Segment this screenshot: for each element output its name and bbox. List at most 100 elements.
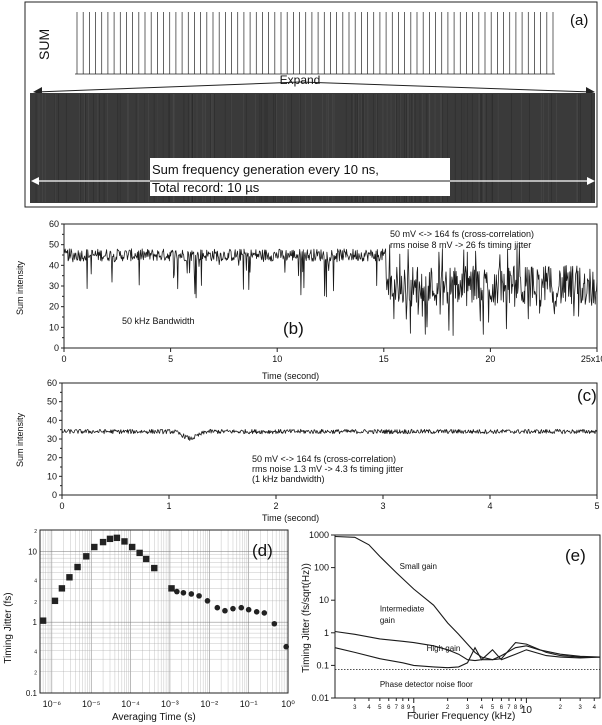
y-tick-label: 0.1 bbox=[316, 660, 329, 670]
sum-label: SUM bbox=[36, 29, 52, 60]
panel-c-axes-frame bbox=[61, 382, 598, 496]
panel-b-ticks: 0 10 20 30 40 50 60 0 5 10 15 20 25x10⁻³ bbox=[49, 219, 602, 364]
x-tick-label: 5 bbox=[168, 354, 173, 364]
y-tick-label: 10 bbox=[47, 471, 57, 481]
caption-line-2: Total record: 10 µs bbox=[152, 180, 260, 195]
y-tick-label: 50 bbox=[47, 397, 57, 407]
data-point-circle bbox=[214, 604, 221, 611]
x-tick-label: 20 bbox=[485, 354, 495, 364]
panel-e-curve-labels: Small gain Intermediate gain High gain Phase… bbox=[380, 562, 473, 689]
x-tick-label: 4 bbox=[480, 705, 484, 711]
x-tick-label: 6 bbox=[387, 705, 391, 711]
x-tick-label: 4 bbox=[367, 705, 371, 711]
curve-label: Small gain bbox=[400, 562, 437, 571]
curve-label: Phase detector noise floor bbox=[380, 680, 473, 689]
data-point-square bbox=[91, 543, 98, 551]
panel-e-xlabel: Fourier Frequency (kHz) bbox=[407, 711, 515, 722]
x-tick-label: 10 bbox=[521, 705, 533, 716]
data-point-circle bbox=[283, 643, 289, 650]
data-point-square bbox=[58, 585, 66, 592]
x-tick-label: 4 bbox=[593, 705, 597, 711]
pulse-train bbox=[76, 12, 554, 74]
y-tick-label: 20 bbox=[49, 302, 59, 312]
panel-d-grid bbox=[39, 529, 289, 694]
y-tick-label: 0.1 bbox=[26, 689, 38, 698]
y-tick-label: 10 bbox=[319, 595, 329, 605]
data-point-square bbox=[99, 538, 107, 546]
data-point-circle bbox=[238, 604, 245, 611]
x-tick-label: 2 bbox=[559, 705, 563, 711]
data-point-square bbox=[168, 585, 175, 592]
panel-b-annotation-2: rms noise 8 mV -> 26 fs timing jitter bbox=[390, 240, 531, 250]
x-tick-label: 10⁻³ bbox=[161, 699, 179, 709]
y-tick-label: 20 bbox=[47, 453, 57, 463]
panel-c-annotation-2: rms noise 1.3 mV -> 4.3 fs timing jitter bbox=[252, 464, 403, 474]
y-tick-label: 0 bbox=[54, 343, 59, 353]
curve-label: gain bbox=[380, 616, 395, 625]
panel-a: (a) SUM Expand Sum frequency generation … bbox=[24, 1, 598, 208]
x-tick-label: 3 bbox=[380, 501, 385, 511]
data-point-square bbox=[74, 563, 81, 571]
x-tick-label: 6 bbox=[500, 705, 504, 711]
data-point-square bbox=[143, 555, 150, 563]
data-point-circle bbox=[222, 607, 228, 614]
panel-c-letter: (c) bbox=[577, 386, 597, 405]
panel-d-points bbox=[39, 534, 289, 650]
data-point-circle bbox=[230, 605, 236, 612]
x-tick-label: 5 bbox=[594, 501, 599, 511]
series-curve-1 bbox=[334, 535, 601, 661]
x-tick-label: 10⁻¹ bbox=[240, 699, 258, 709]
panel-b-annotation-1: 50 mV <-> 164 fs (cross-correlation) bbox=[390, 229, 534, 239]
data-point-circle bbox=[174, 588, 180, 595]
y-tick-label: 2 bbox=[34, 671, 37, 677]
x-tick-label: 10⁻⁶ bbox=[43, 699, 62, 709]
x-tick-label: 8 bbox=[401, 705, 405, 711]
y-tick-label: 1000 bbox=[309, 530, 329, 540]
x-tick-label: 0 bbox=[61, 354, 66, 364]
x-tick-label: 7 bbox=[395, 705, 399, 711]
data-point-square bbox=[136, 549, 143, 557]
data-point-square bbox=[121, 538, 128, 545]
series-curve-3 bbox=[334, 646, 601, 669]
panel-e-ylabel: Timing Jitter (fs/sqrt(Hz)) bbox=[301, 563, 312, 673]
data-point-circle bbox=[180, 589, 187, 596]
caption-box bbox=[150, 158, 450, 196]
panel-c-ylabel: Sum intensity bbox=[15, 412, 25, 467]
data-point-square bbox=[51, 597, 59, 605]
data-point-square bbox=[39, 617, 47, 624]
x-tick-label: 3 bbox=[466, 705, 470, 711]
x-tick-label: 3 bbox=[578, 705, 582, 711]
x-tick-label: 7 bbox=[507, 705, 511, 711]
panel-b-bandwidth-note: 50 kHz Bandwidth bbox=[122, 316, 195, 326]
x-tick-label: 0 bbox=[59, 501, 64, 511]
y-tick-label: 60 bbox=[49, 219, 59, 229]
x-tick-label: 25x10⁻³ bbox=[581, 354, 602, 364]
data-point-circle bbox=[196, 593, 202, 599]
panel-d-ylabel: Timing Jitter (fs) bbox=[3, 592, 14, 663]
curve-label: Intermediate bbox=[380, 605, 425, 614]
x-tick-label: 1 bbox=[166, 501, 171, 511]
data-point-circle bbox=[245, 606, 252, 613]
x-tick-label: 10⁻⁴ bbox=[121, 699, 140, 709]
data-point-circle bbox=[261, 610, 268, 616]
x-tick-label: 8 bbox=[514, 705, 518, 711]
data-point-square bbox=[113, 534, 121, 542]
panel-e-letter: (e) bbox=[565, 546, 586, 565]
data-point-circle bbox=[271, 620, 278, 627]
caption-line-1: Sum frequency generation every 10 ns, bbox=[152, 162, 379, 177]
y-tick-label: 30 bbox=[47, 434, 57, 444]
panel-a-letter: (a) bbox=[570, 12, 588, 29]
x-tick-label: 4 bbox=[487, 501, 492, 511]
series-curve-2 bbox=[334, 630, 600, 662]
panel-c: 0 10 20 30 40 50 60 0 1 2 3 4 5 (c) 50 mV <-> 164 fs… bbox=[15, 378, 600, 523]
panel-b-letter: (b) bbox=[283, 319, 304, 338]
data-point-circle bbox=[204, 598, 211, 604]
y-tick-label: 4 bbox=[34, 579, 37, 585]
y-tick-label: 4 bbox=[34, 649, 37, 655]
panel-b-ylabel: Sum intensity bbox=[15, 260, 25, 315]
panel-b-xlabel: Time (second) bbox=[262, 371, 319, 381]
panel-b: 0 10 20 30 40 50 60 0 5 10 15 20 25x10⁻³ 50 mV <-> 1… bbox=[15, 219, 602, 381]
panel-c-trace bbox=[61, 428, 598, 441]
data-point-circle bbox=[253, 609, 260, 615]
